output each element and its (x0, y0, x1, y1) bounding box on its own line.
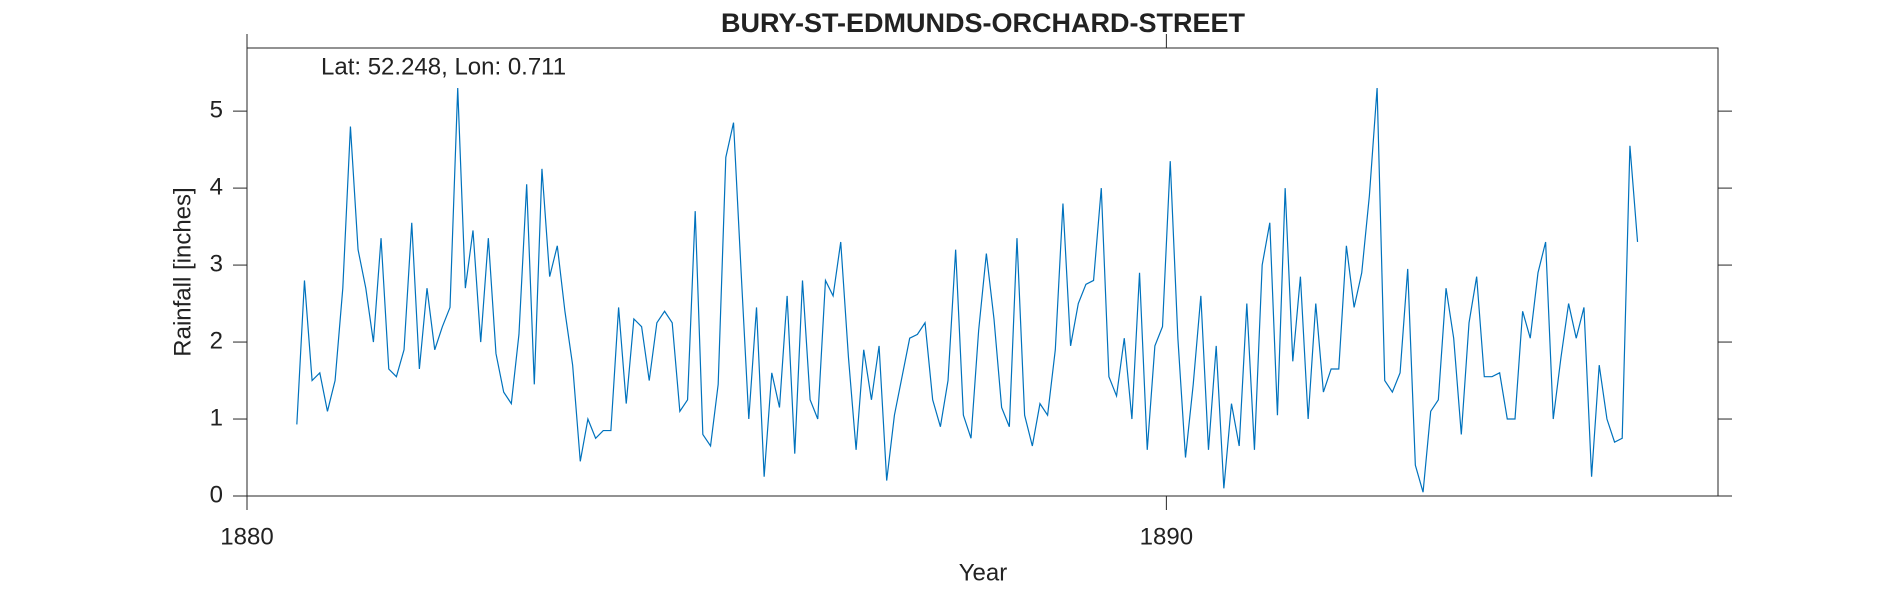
y-axis-label: Rainfall [inches] (169, 187, 196, 356)
chart-title: BURY-ST-EDMUNDS-ORCHARD-STREET (721, 8, 1246, 38)
y-tick-label: 2 (210, 327, 223, 354)
rainfall-line (296, 87, 1639, 493)
x-tick-label: 1890 (1140, 523, 1193, 550)
axes-box (246, 47, 1719, 497)
x-axis-label: Year (959, 559, 1008, 586)
y-tick-label: 5 (210, 96, 223, 123)
y-tick-label: 4 (210, 173, 223, 200)
annotation: Lat: 52.248, Lon: 0.711 (321, 53, 566, 80)
x-tick-label: 1880 (220, 523, 273, 550)
y-tick-label: 3 (210, 250, 223, 277)
y-tick-label: 1 (210, 404, 223, 431)
y-tick-label: 0 (210, 481, 223, 508)
